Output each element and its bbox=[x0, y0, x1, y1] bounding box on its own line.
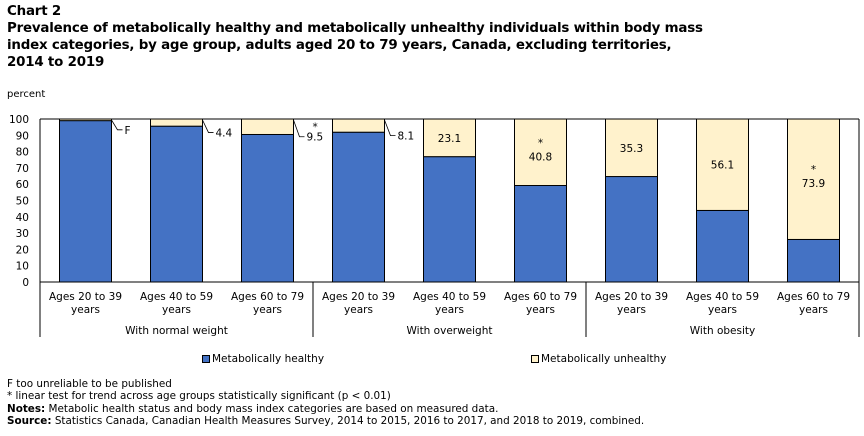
leader-line bbox=[293, 119, 305, 138]
bar-unhealthy bbox=[514, 118, 567, 187]
bar-healthy bbox=[332, 131, 385, 283]
x-tick-label: years bbox=[799, 304, 828, 316]
data-label: 8.1 bbox=[398, 131, 415, 143]
leader-line bbox=[111, 119, 123, 131]
footnotes: F too unreliable to be published * linea… bbox=[7, 378, 644, 428]
legend-item-unhealthy: Metabolically unhealthy bbox=[531, 353, 666, 365]
x-tick-label: Ages 20 to 39 bbox=[595, 291, 668, 303]
x-tick-label: years bbox=[253, 304, 282, 316]
y-tick-label: 0 bbox=[22, 277, 29, 289]
y-tick-label: 20 bbox=[16, 244, 29, 256]
x-tick-label: years bbox=[617, 304, 646, 316]
footnote-star: * linear test for trend across age group… bbox=[7, 390, 391, 403]
chart-title-block: Chart 2 Prevalence of metabolically heal… bbox=[7, 3, 857, 71]
y-tick-label: 70 bbox=[16, 163, 29, 175]
x-tick-label: Ages 60 to 79 bbox=[504, 291, 577, 303]
data-label: 56.1 bbox=[711, 160, 734, 172]
x-tick-label: years bbox=[162, 304, 191, 316]
x-tick-label: Ages 60 to 79 bbox=[231, 291, 304, 303]
bar-unhealthy bbox=[696, 118, 749, 211]
legend-swatch-healthy bbox=[202, 355, 210, 363]
x-tick-label: Ages 40 to 59 bbox=[413, 291, 486, 303]
bar-unhealthy bbox=[150, 118, 203, 127]
footnote-notes: Notes: Metabolic health status and body … bbox=[7, 403, 644, 415]
bar-healthy bbox=[150, 125, 203, 283]
data-label: 35.3 bbox=[620, 143, 643, 155]
leader-line bbox=[384, 119, 396, 137]
significance-mark: * bbox=[811, 164, 816, 176]
bar-healthy bbox=[59, 120, 112, 283]
bar-healthy bbox=[787, 238, 840, 283]
data-label: 40.8 bbox=[529, 151, 552, 163]
chart-title-line-3: 2014 to 2019 bbox=[7, 55, 105, 70]
y-tick-label: 80 bbox=[16, 147, 29, 159]
bar-unhealthy bbox=[423, 118, 476, 158]
y-tick-label: 60 bbox=[16, 179, 29, 191]
y-tick-label: 100 bbox=[9, 114, 29, 126]
group-label: With obesity bbox=[690, 325, 755, 337]
chart-title-line-1: Prevalence of metabolically healthy and … bbox=[7, 21, 703, 36]
x-tick-label: Ages 40 to 59 bbox=[140, 291, 213, 303]
notes-text: Metabolic health status and body mass in… bbox=[45, 402, 499, 415]
footnote-source: Source: Statistics Canada, Canadian Heal… bbox=[7, 415, 644, 427]
bar-healthy bbox=[514, 185, 567, 283]
significance-mark: * bbox=[538, 137, 543, 149]
chart-number: Chart 2 bbox=[7, 4, 61, 19]
bar-unhealthy bbox=[332, 118, 385, 133]
legend-swatch-unhealthy bbox=[531, 355, 539, 363]
source-text: Statistics Canada, Canadian Health Measu… bbox=[51, 415, 645, 428]
x-tick-label: years bbox=[526, 304, 555, 316]
bar-healthy bbox=[423, 156, 476, 283]
bar-unhealthy bbox=[241, 118, 294, 135]
bar-healthy bbox=[241, 133, 294, 283]
x-tick-label: Ages 20 to 39 bbox=[322, 291, 395, 303]
data-label: 73.9 bbox=[802, 178, 825, 190]
leader-line bbox=[202, 119, 214, 133]
y-axis-unit-label: percent bbox=[7, 89, 46, 100]
group-label: With normal weight bbox=[125, 325, 228, 337]
source-label: Source: bbox=[7, 415, 52, 428]
data-label: F bbox=[125, 125, 131, 137]
y-tick-label: 40 bbox=[16, 212, 29, 224]
group-label: With overweight bbox=[407, 325, 493, 337]
footnote-f: F too unreliable to be published bbox=[7, 378, 172, 390]
x-tick-label: years bbox=[708, 304, 737, 316]
legend-label-unhealthy: Metabolically unhealthy bbox=[541, 353, 667, 365]
y-tick-label: 50 bbox=[16, 196, 29, 208]
significance-mark: * bbox=[313, 122, 318, 134]
x-tick-label: Ages 20 to 39 bbox=[49, 291, 122, 303]
notes-label: Notes: bbox=[7, 402, 46, 415]
data-label: 4.4 bbox=[216, 128, 233, 140]
bar-healthy bbox=[605, 176, 658, 283]
legend-label-healthy: Metabolically healthy bbox=[212, 353, 325, 365]
data-label: 9.5 bbox=[307, 132, 324, 144]
x-tick-label: years bbox=[344, 304, 373, 316]
x-tick-label: years bbox=[435, 304, 464, 316]
legend-item-healthy: Metabolically healthy bbox=[202, 353, 324, 365]
y-tick-label: 90 bbox=[16, 130, 29, 142]
bar-healthy bbox=[696, 209, 749, 283]
x-tick-label: years bbox=[71, 304, 100, 316]
x-tick-label: Ages 40 to 59 bbox=[686, 291, 759, 303]
data-label: 23.1 bbox=[438, 133, 461, 145]
bar-unhealthy bbox=[787, 118, 840, 240]
chart-title-line-2: index categories, by age group, adults a… bbox=[7, 38, 672, 53]
x-tick-label: Ages 60 to 79 bbox=[777, 291, 850, 303]
y-tick-label: 10 bbox=[16, 261, 29, 273]
y-tick-label: 30 bbox=[16, 228, 29, 240]
